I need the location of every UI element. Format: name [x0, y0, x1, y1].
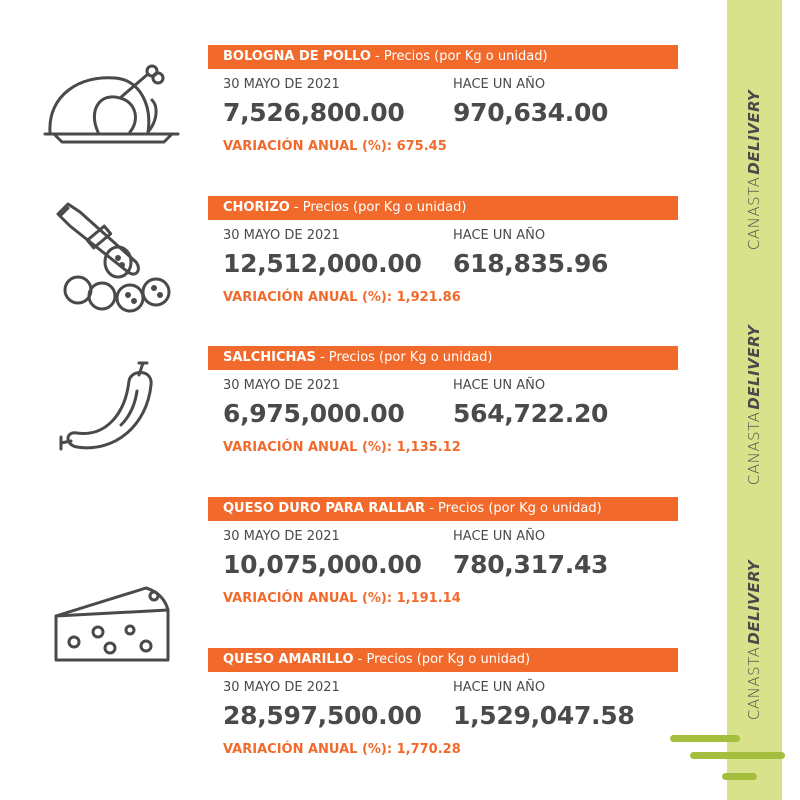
previous-price: 780,317.43	[453, 550, 609, 579]
variation-label: VARIACIÓN ANUAL (%):	[223, 440, 393, 455]
variation-value: 1,770.28	[396, 742, 461, 757]
product-header: BOLOGNA DE POLLO - Precios (por Kg o uni…	[208, 45, 678, 69]
decor-line	[670, 735, 740, 742]
brand-sidebar	[727, 0, 782, 800]
price-unit-label: - Precios (por Kg o unidad)	[425, 501, 602, 516]
chorizo-icon	[56, 202, 171, 313]
previous-price: 618,835.96	[453, 249, 609, 278]
year-ago-label: HACE UN AÑO	[453, 228, 546, 243]
previous-price: 564,722.20	[453, 399, 609, 428]
brand-prefix: CANASTA	[745, 411, 763, 486]
product-card: CHORIZO - Precios (por Kg o unidad) 30 M…	[208, 196, 678, 305]
brand-name: DELIVERY	[745, 324, 763, 410]
current-price: 28,597,500.00	[223, 701, 422, 730]
annual-variation: VARIACIÓN ANUAL (%): 1,770.28	[223, 742, 461, 757]
price-unit-label: - Precios (por Kg o unidad)	[353, 652, 531, 667]
date-label: 30 MAYO DE 2021	[223, 378, 340, 393]
variation-value: 675.45	[396, 139, 447, 154]
date-label: 30 MAYO DE 2021	[223, 529, 340, 544]
current-price: 10,075,000.00	[223, 550, 422, 579]
current-price: 7,526,800.00	[223, 98, 405, 127]
product-name: SALCHICHAS	[223, 350, 316, 365]
current-price: 6,975,000.00	[223, 399, 405, 428]
price-unit-label: - Precios (por Kg o unidad)	[315, 350, 493, 365]
product-card: QUESO AMARILLO - Precios (por Kg o unida…	[208, 648, 678, 757]
product-header: CHORIZO - Precios (por Kg o unidad)	[208, 196, 678, 220]
product-name: QUESO DURO PARA RALLAR	[223, 501, 426, 516]
variation-value: 1,921.86	[396, 290, 461, 305]
product-card: SALCHICHAS - Precios (por Kg o unidad) 3…	[208, 346, 678, 455]
roast-chicken-icon	[43, 64, 180, 144]
previous-price: 1,529,047.58	[453, 701, 635, 730]
brand-prefix: CANASTA	[745, 646, 763, 721]
decor-line	[722, 773, 757, 780]
product-header: SALCHICHAS - Precios (por Kg o unidad)	[208, 346, 678, 370]
price-unit-label: - Precios (por Kg o unidad)	[289, 200, 467, 215]
cheese-icon	[54, 586, 170, 662]
product-name: CHORIZO	[223, 200, 290, 215]
sidebar-divider	[723, 0, 725, 800]
current-price: 12,512,000.00	[223, 249, 422, 278]
annual-variation: VARIACIÓN ANUAL (%): 1,191.14	[223, 591, 461, 606]
product-card: QUESO DURO PARA RALLAR - Precios (por Kg…	[208, 497, 678, 606]
variation-label: VARIACIÓN ANUAL (%):	[223, 591, 393, 606]
variation-value: 1,191.14	[396, 591, 461, 606]
annual-variation: VARIACIÓN ANUAL (%): 1,921.86	[223, 290, 461, 305]
year-ago-label: HACE UN AÑO	[453, 77, 546, 92]
annual-variation: VARIACIÓN ANUAL (%): 1,135.12	[223, 440, 461, 455]
date-label: 30 MAYO DE 2021	[223, 228, 340, 243]
date-label: 30 MAYO DE 2021	[223, 680, 340, 695]
brand-name: DELIVERY	[745, 559, 763, 645]
product-name: BOLOGNA DE POLLO	[223, 49, 371, 64]
product-header: QUESO AMARILLO - Precios (por Kg o unida…	[208, 648, 678, 672]
variation-label: VARIACIÓN ANUAL (%):	[223, 139, 393, 154]
year-ago-label: HACE UN AÑO	[453, 529, 546, 544]
date-label: 30 MAYO DE 2021	[223, 77, 340, 92]
product-card: BOLOGNA DE POLLO - Precios (por Kg o uni…	[208, 45, 678, 154]
decor-line	[690, 752, 785, 759]
sausage-icon	[59, 361, 153, 451]
brand-name: DELIVERY	[745, 89, 763, 175]
product-header: QUESO DURO PARA RALLAR - Precios (por Kg…	[208, 497, 678, 521]
price-unit-label: - Precios (por Kg o unidad)	[370, 49, 548, 64]
variation-label: VARIACIÓN ANUAL (%):	[223, 742, 393, 757]
year-ago-label: HACE UN AÑO	[453, 680, 546, 695]
variation-label: VARIACIÓN ANUAL (%):	[223, 290, 393, 305]
brand-prefix: CANASTA	[745, 176, 763, 251]
annual-variation: VARIACIÓN ANUAL (%): 675.45	[223, 139, 447, 154]
year-ago-label: HACE UN AÑO	[453, 378, 546, 393]
variation-value: 1,135.12	[396, 440, 461, 455]
product-name: QUESO AMARILLO	[223, 652, 354, 667]
previous-price: 970,634.00	[453, 98, 609, 127]
